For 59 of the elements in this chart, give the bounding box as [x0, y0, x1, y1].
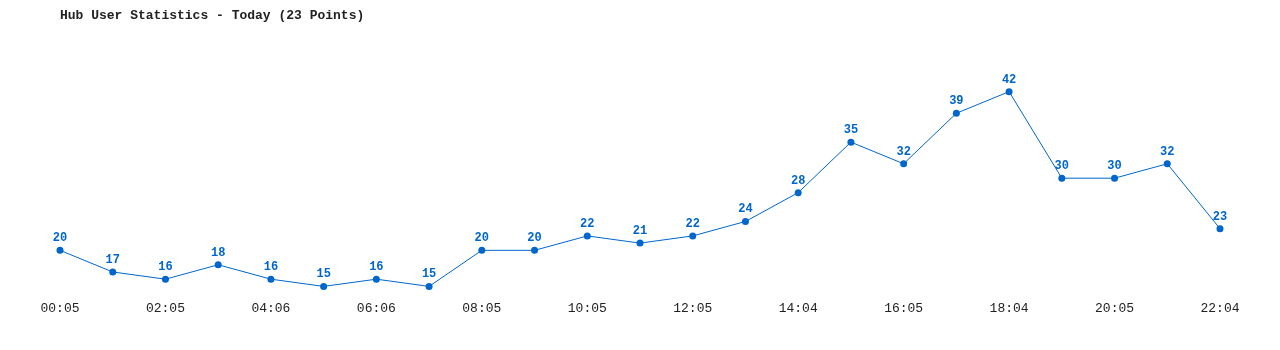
point — [1111, 174, 1119, 182]
x-tick-label: 00:05 — [40, 300, 80, 316]
point — [741, 217, 749, 225]
point — [952, 109, 960, 117]
data-label: 24 — [738, 202, 753, 217]
x-tick-label: 22:04 — [1200, 300, 1240, 316]
point — [689, 232, 697, 240]
point — [1216, 225, 1224, 233]
point — [636, 239, 644, 247]
point — [1005, 88, 1013, 96]
point — [109, 268, 117, 276]
x-tick-label: 08:05 — [462, 300, 502, 316]
data-label: 16 — [263, 260, 279, 275]
data-label: 20 — [52, 231, 68, 246]
data-label: 20 — [474, 231, 490, 246]
data-label: 17 — [105, 252, 120, 267]
data-label: 15 — [316, 267, 331, 282]
data-label: 21 — [632, 224, 648, 239]
data-label: 16 — [158, 260, 173, 275]
x-tick-label: 12:05 — [673, 300, 713, 316]
data-label: 18 — [210, 245, 226, 260]
point — [372, 275, 380, 283]
x-tick-label: 14:04 — [778, 300, 818, 316]
chart-title: Hub User Statistics - Today (23 Points) — [60, 8, 365, 23]
point — [1058, 174, 1066, 182]
x-tick-label: 18:04 — [989, 300, 1029, 316]
data-label: 32 — [1160, 144, 1175, 159]
x-tick-label: 02:05 — [145, 300, 185, 316]
point — [425, 282, 433, 290]
x-tick-label: 20:05 — [1095, 300, 1135, 316]
x-tick-label: 06:06 — [356, 300, 396, 316]
point — [56, 246, 64, 254]
point — [847, 138, 855, 146]
point — [478, 246, 486, 254]
data-label: 20 — [527, 231, 542, 246]
point — [583, 232, 591, 240]
point — [531, 246, 539, 254]
data-label: 22 — [685, 216, 700, 231]
data-label: 30 — [1107, 159, 1122, 174]
point — [794, 189, 802, 197]
data-label: 28 — [790, 173, 806, 188]
x-tick-label: 04:06 — [251, 300, 291, 316]
x-tick-label: 10:05 — [567, 300, 607, 316]
data-label: 16 — [369, 260, 384, 275]
point — [161, 275, 169, 283]
point — [320, 282, 328, 290]
data-label: 22 — [580, 216, 595, 231]
x-tick-label: 16:05 — [884, 300, 924, 316]
data-label: 35 — [843, 123, 859, 138]
data-label: 39 — [949, 94, 964, 109]
data-label: 15 — [421, 267, 437, 282]
point — [1163, 160, 1171, 168]
point — [214, 261, 222, 269]
point — [267, 275, 275, 283]
point — [900, 160, 908, 168]
data-label: 30 — [1054, 159, 1070, 174]
data-label: 42 — [1001, 72, 1017, 87]
data-label: 23 — [1212, 209, 1228, 224]
data-label: 32 — [896, 144, 911, 159]
